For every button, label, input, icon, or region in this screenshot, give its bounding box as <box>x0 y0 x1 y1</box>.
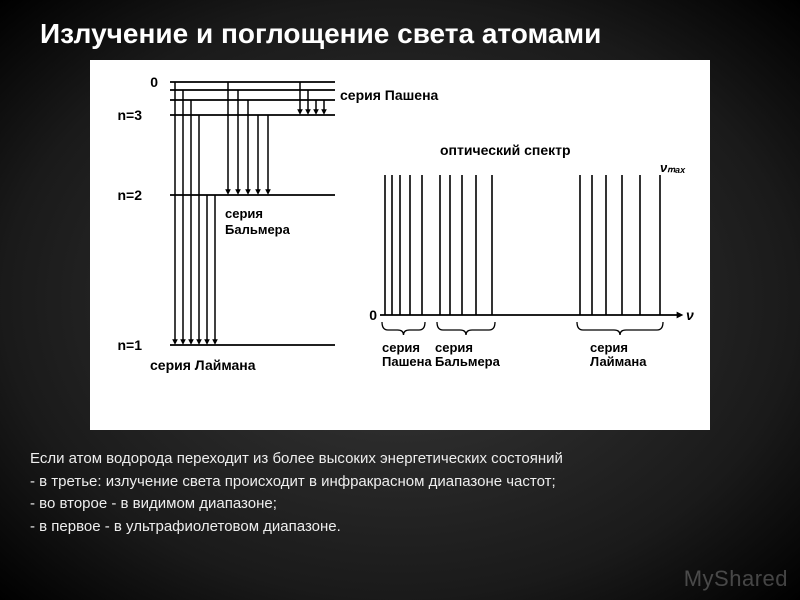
svg-text:Бальмера: Бальмера <box>435 354 501 369</box>
svg-text:серия: серия <box>225 206 263 221</box>
caption-line: Если атом водорода переходит из более вы… <box>30 448 770 471</box>
watermark-shared: Shared <box>714 566 788 591</box>
svg-text:Лаймана: Лаймана <box>590 354 647 369</box>
watermark-my: My <box>684 566 714 591</box>
svg-text:серия: серия <box>590 340 628 355</box>
svg-text:серия Пашена: серия Пашена <box>340 87 439 103</box>
caption-line: - в третье: излучение света происходит в… <box>30 471 770 494</box>
svg-text:серия: серия <box>382 340 420 355</box>
watermark: MyShared <box>684 566 788 592</box>
page-title: Излучение и поглощение света атомами <box>0 0 800 60</box>
svg-text:ν: ν <box>686 307 694 323</box>
svg-text:n=1: n=1 <box>117 337 142 353</box>
svg-text:серия: серия <box>435 340 473 355</box>
svg-text:νₘₐₓ: νₘₐₓ <box>660 160 686 175</box>
caption-line: - в первое - в ультрафиолетовом диапазон… <box>30 516 770 539</box>
caption-line: - во второе - в видимом диапазоне; <box>30 493 770 516</box>
svg-text:0: 0 <box>369 307 377 323</box>
svg-text:n=3: n=3 <box>117 107 142 123</box>
svg-text:оптический спектр: оптический спектр <box>440 142 571 158</box>
caption-block: Если атом водорода переходит из более вы… <box>0 430 800 538</box>
svg-text:серия Лаймана: серия Лаймана <box>150 357 256 373</box>
svg-text:Пашена: Пашена <box>382 354 432 369</box>
svg-text:Бальмера: Бальмера <box>225 222 291 237</box>
svg-text:0: 0 <box>150 74 158 90</box>
spectral-diagram: 0n=3n=2n=1серия ПашенасерияБальмерасерия… <box>90 60 710 430</box>
diagram-container: 0n=3n=2n=1серия ПашенасерияБальмерасерия… <box>90 60 710 430</box>
svg-text:n=2: n=2 <box>117 187 142 203</box>
